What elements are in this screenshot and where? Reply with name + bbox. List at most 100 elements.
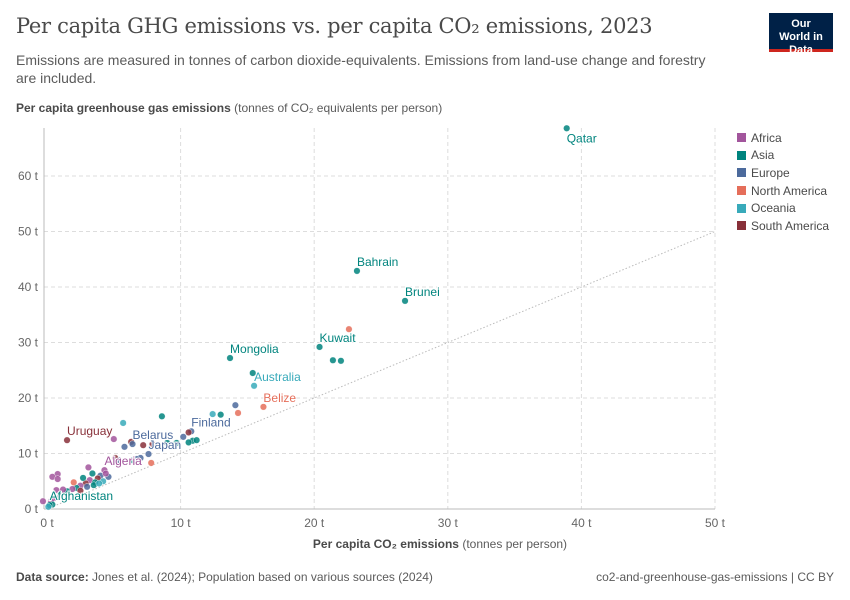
data-point <box>173 439 181 447</box>
data-point <box>250 382 258 390</box>
point-label: Algeria <box>104 454 142 468</box>
data-point <box>231 401 239 409</box>
point-label: Belarus <box>133 428 174 442</box>
data-point <box>193 436 201 444</box>
legend-swatch <box>737 186 746 196</box>
data-point <box>259 403 267 411</box>
y-axis-title: Per capita greenhouse gas emissions (ton… <box>16 101 442 115</box>
data-point <box>179 433 187 441</box>
y-tick-label: 0 t <box>25 502 39 516</box>
data-point <box>52 486 60 494</box>
data-source-text: Jones et al. (2024); Population based on… <box>92 570 433 584</box>
data-point <box>120 443 128 451</box>
data-point <box>129 440 137 448</box>
legend-label: South America <box>751 218 830 233</box>
data-source: Data source: Jones et al. (2024); Popula… <box>16 570 433 584</box>
data-point <box>111 454 119 462</box>
x-tick-label: 20 t <box>304 516 325 530</box>
legend-label: Europe <box>751 165 790 180</box>
logo-text: Our World in Data <box>779 18 823 56</box>
data-point <box>88 469 96 477</box>
data-point <box>139 441 147 449</box>
x-tick-label: 10 t <box>171 516 192 530</box>
legend-item[interactable]: North America <box>737 182 829 200</box>
data-point <box>563 124 571 132</box>
y-axis-title-unit: (tonnes of CO₂ equivalents per person) <box>234 101 443 115</box>
data-point <box>401 297 409 305</box>
y-tick-label: 50 t <box>18 225 39 239</box>
data-point <box>209 410 217 418</box>
data-point <box>353 267 361 275</box>
data-point <box>316 343 324 351</box>
legend-label: Africa <box>751 130 782 145</box>
data-point <box>102 469 110 477</box>
legend-swatch <box>737 221 746 231</box>
point-label: Afghanistan <box>50 489 113 503</box>
point-label: Finland <box>191 415 230 429</box>
legend-item[interactable]: South America <box>737 217 829 235</box>
data-point <box>63 436 71 444</box>
data-source-label: Data source: <box>16 570 89 584</box>
point-label: Japan <box>149 438 182 452</box>
chart-slug-license[interactable]: co2-and-greenhouse-gas-emissions | CC BY <box>596 570 834 584</box>
data-point <box>129 456 137 464</box>
legend-swatch <box>737 133 746 143</box>
data-point <box>147 459 155 467</box>
x-axis-title: Per capita CO₂ emissions (tonnes per per… <box>0 537 850 551</box>
data-point <box>158 412 166 420</box>
point-label: Brunei <box>405 285 440 299</box>
data-point <box>163 439 171 447</box>
x-tick-label: 40 t <box>571 516 592 530</box>
y-axis-title-main: Per capita greenhouse gas emissions <box>16 101 231 115</box>
legend-item[interactable]: Oceania <box>737 199 829 217</box>
legend-swatch <box>737 150 746 160</box>
data-point <box>44 503 52 511</box>
data-point <box>217 411 225 419</box>
legend-item[interactable]: Asia <box>737 147 829 165</box>
legend-label: Asia <box>751 148 775 163</box>
chart-title: Per capita GHG emissions vs. per capita … <box>16 14 653 38</box>
y-tick-label: 10 t <box>18 447 39 461</box>
x-axis-title-main: Per capita CO₂ emissions <box>312 537 459 551</box>
data-point <box>329 356 337 364</box>
legend-item[interactable]: Africa <box>737 129 829 147</box>
data-point <box>185 438 193 446</box>
data-point <box>84 463 92 471</box>
data-point <box>249 369 257 377</box>
legend-label: North America <box>751 183 828 198</box>
x-axis-title-unit: (tonnes per person) <box>462 537 568 551</box>
legend-swatch <box>737 203 746 213</box>
data-point <box>83 483 91 491</box>
legend-label: Oceania <box>751 201 796 216</box>
point-label: Belize <box>263 391 296 405</box>
data-point <box>79 474 87 482</box>
x-tick-label: 0 t <box>40 516 54 530</box>
data-point <box>54 475 62 483</box>
data-point <box>76 487 84 495</box>
chart-subtitle: Emissions are measured in tonnes of carb… <box>16 52 706 86</box>
point-label: Uruguay <box>67 424 112 438</box>
data-point <box>226 354 234 362</box>
legend: Africa Asia Europe North America Oceania Sout… <box>737 129 829 235</box>
y-tick-label: 20 t <box>18 391 39 405</box>
y-tick-label: 30 t <box>18 336 39 350</box>
y-tick-label: 40 t <box>18 280 39 294</box>
legend-swatch <box>737 168 746 178</box>
data-point <box>145 450 153 458</box>
data-point <box>119 419 127 427</box>
y-tick-label: 60 t <box>18 169 39 183</box>
point-label: Kuwait <box>320 331 357 345</box>
point-label: Bahrain <box>357 255 398 269</box>
reference-line-y-equals-x <box>46 231 716 510</box>
x-tick-label: 30 t <box>438 516 459 530</box>
point-label: Australia <box>254 370 301 384</box>
data-point <box>95 479 103 487</box>
owid-logo[interactable]: Our World in Data <box>769 13 833 56</box>
data-point <box>110 435 118 443</box>
x-tick-label: 50 t <box>705 516 726 530</box>
data-point <box>70 478 78 486</box>
legend-item[interactable]: Europe <box>737 164 829 182</box>
point-label: Qatar <box>567 131 597 145</box>
